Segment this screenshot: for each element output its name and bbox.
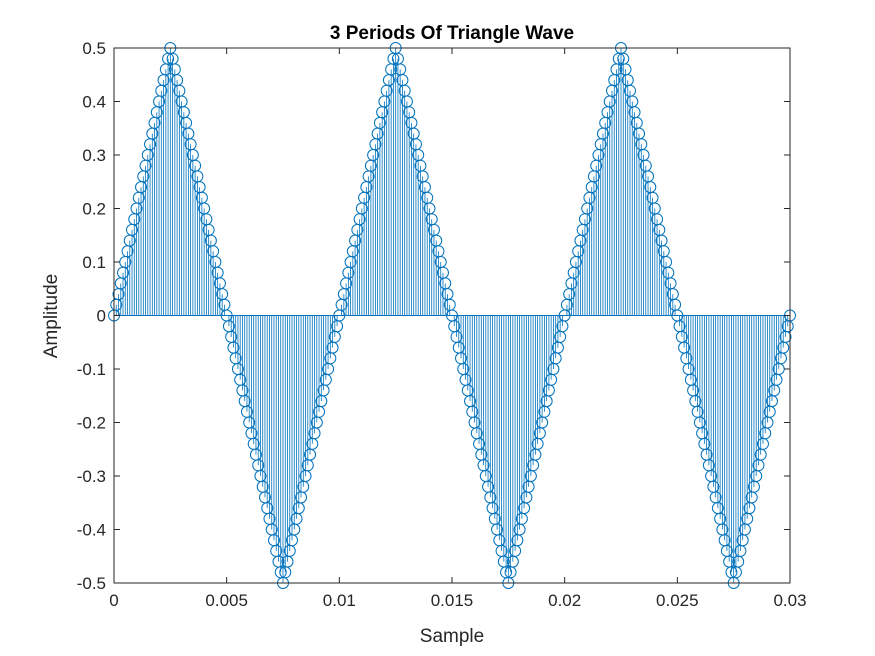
y-tick-label: 0.3 [82,146,106,165]
x-axis-label: Sample [420,626,484,647]
y-tick-label: 0.4 [82,93,106,112]
y-axis-label: Amplitude [41,274,62,359]
x-tick-label: 0.015 [431,591,474,610]
data-series [108,42,796,589]
x-axis-ticks: 0 0.005 0.01 0.015 0.02 0.025 0.03 [109,48,807,610]
y-tick-label: 0.2 [82,200,106,219]
y-tick-label: -0.4 [77,521,106,540]
y-tick-label: 0.5 [82,39,106,58]
y-tick-label: 0.1 [82,253,106,272]
y-axis-ticks: 0.5 0.4 0.3 0.2 0.1 0 -0.1 -0.2 -0.3 -0.4 -0.5 [77,39,790,593]
x-tick-label: 0.01 [323,591,356,610]
x-tick-label: 0 [109,591,118,610]
chart-title: 3 Periods Of Triangle Wave [330,23,574,44]
x-tick-label: 0.005 [205,591,248,610]
y-tick-label: -0.5 [77,574,106,593]
y-tick-label: -0.2 [77,414,106,433]
x-tick-label: 0.03 [773,591,806,610]
y-tick-label: -0.1 [77,360,106,379]
y-tick-label: 0 [97,307,106,326]
x-tick-label: 0.02 [548,591,581,610]
x-tick-label: 0.025 [656,591,699,610]
y-tick-label: -0.3 [77,467,106,486]
